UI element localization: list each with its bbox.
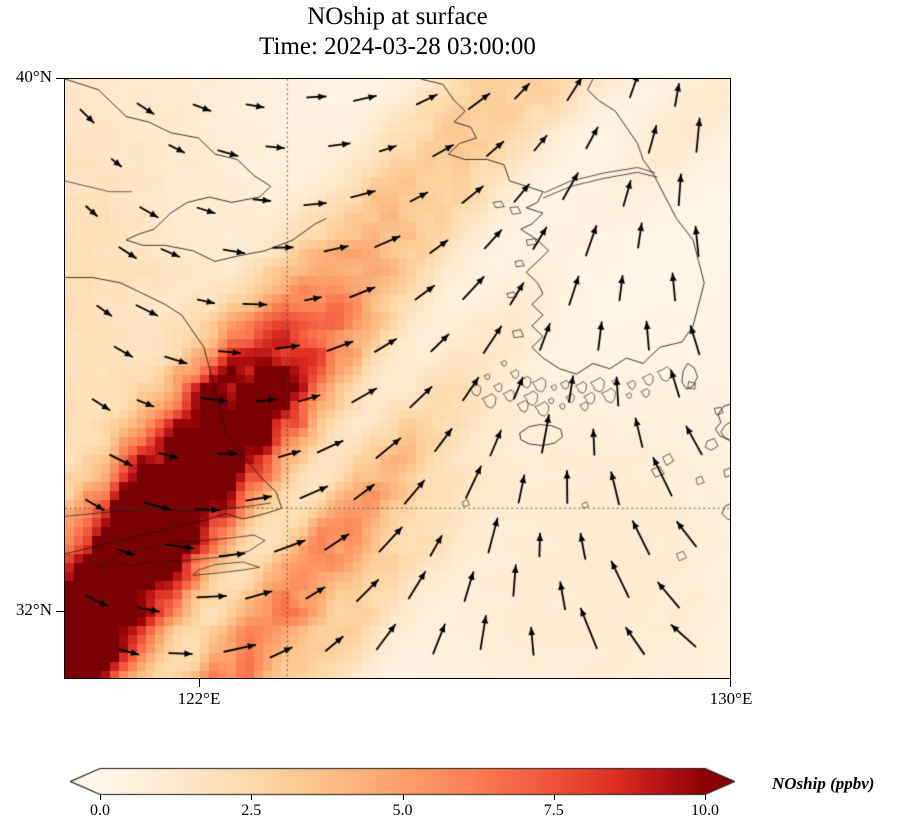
x-tick-label-122e: 122°E: [177, 689, 221, 708]
colorbar-tick-label: 2.5: [241, 801, 262, 819]
chart-title-block: NOship at surface Time: 2024-03-28 03:00…: [0, 2, 795, 61]
colorbar-tick-mark: [553, 794, 555, 800]
y-tick-mark-32n: [56, 611, 64, 613]
colorbar-tick-mark: [100, 794, 101, 800]
y-tick-label-40n: 40°N: [15, 67, 52, 86]
y-tick-mark-40n: [56, 78, 64, 80]
colorbar-tick-label: 0.0: [90, 801, 110, 819]
x-tick-mark-122e: [199, 679, 201, 687]
x-tick-mark-130e: [730, 679, 732, 687]
colorbar-tick-mark: [705, 794, 706, 800]
y-tick-label-32n: 32°N: [15, 600, 52, 619]
colorbar-tick-mark: [402, 794, 404, 800]
chart-title-line2: Time: 2024-03-28 03:00:00: [259, 32, 536, 60]
colorbar-tick-label: 5.0: [392, 801, 413, 819]
map-plot-area: [64, 78, 731, 679]
x-tick-label-130e: 130°E: [709, 689, 753, 708]
colorbar-tick-mark: [251, 794, 253, 800]
colorbar-label: NOship (ppbv): [772, 774, 875, 793]
noship-heatmap-canvas: [65, 79, 730, 678]
chart-title-line1: NOship at surface: [307, 3, 488, 30]
colorbar-tick-label: 10.0: [691, 801, 719, 819]
colorbar-tick-label: 7.5: [543, 801, 564, 819]
